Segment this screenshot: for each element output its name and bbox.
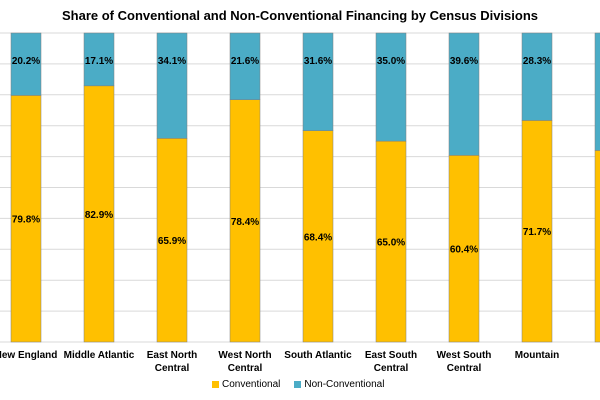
x-tick-label: Middle Atlantic: [64, 350, 135, 361]
legend-label-conventional: Conventional: [222, 379, 281, 390]
bar-non-conventional: [229, 32, 261, 100]
data-label: 65.9%: [158, 236, 186, 247]
bar-conventional: [229, 99, 261, 343]
x-tick-label: Central: [228, 363, 263, 374]
bar-conventional: [594, 150, 600, 343]
chart-title: Share of Conventional and Non-Convention…: [62, 8, 538, 23]
x-tick-label: New England: [0, 350, 57, 361]
bar-conventional: [10, 95, 42, 343]
x-tick-label: Mountain: [515, 350, 559, 361]
bar-non-conventional: [83, 32, 115, 87]
x-tick-label: West North: [218, 350, 271, 361]
bar-conventional: [83, 85, 115, 343]
data-labels: 79.8% 20.2% 82.9% 17.1% 65.9% 34.1% 78.4% 21.6%…: [12, 56, 551, 256]
bar-non-conventional: [302, 32, 334, 131]
data-label: 65.0%: [377, 238, 405, 249]
data-label: 35.0%: [377, 56, 405, 67]
data-label: 34.1%: [158, 56, 186, 67]
data-label: 31.6%: [304, 56, 332, 67]
data-label: 21.6%: [231, 56, 259, 67]
data-label: 82.9%: [85, 210, 113, 221]
legend-item-conventional: Conventional: [212, 379, 280, 390]
x-tick-label: West South: [437, 350, 492, 361]
legend-swatch-conventional: [212, 381, 219, 388]
bar-non-conventional: [156, 32, 188, 139]
bar-conventional: [521, 120, 553, 343]
data-label: 28.3%: [523, 56, 551, 67]
bar-conventional: [302, 130, 334, 343]
data-label: 78.4%: [231, 217, 259, 228]
x-tick-label: Central: [155, 363, 190, 374]
x-tick-label: East South: [365, 350, 417, 361]
bar-non-conventional: [448, 32, 480, 156]
data-label: 68.4%: [304, 232, 332, 243]
x-tick-label: Central: [374, 363, 409, 374]
data-label: 20.2%: [12, 56, 40, 67]
data-label: 79.8%: [12, 215, 40, 226]
bar-non-conventional: [375, 32, 407, 142]
bar-conventional: [448, 155, 480, 343]
bar-non-conventional: [521, 32, 553, 121]
x-tick-label: Central: [447, 363, 482, 374]
legend-item-non-conventional: Non-Conventional: [294, 379, 384, 390]
x-tick-labels: New England Middle Atlantic East North Cent…: [0, 350, 559, 374]
x-tick-label: South Atlantic: [284, 350, 352, 361]
data-label: 39.6%: [450, 56, 478, 67]
bar-conventional: [375, 140, 407, 343]
bar-non-conventional: [594, 32, 600, 151]
data-label: 71.7%: [523, 227, 551, 238]
legend-label-non-conventional: Non-Conventional: [304, 379, 385, 390]
legend: Conventional Non-Conventional: [212, 379, 398, 390]
data-label: 17.1%: [85, 56, 113, 67]
x-tick-label: East North: [147, 350, 198, 361]
legend-swatch-non-conventional: [294, 381, 302, 388]
bar-non-conventional: [10, 32, 42, 96]
data-label: 60.4%: [450, 245, 478, 256]
bars: [10, 32, 600, 343]
bar-conventional: [156, 138, 188, 343]
